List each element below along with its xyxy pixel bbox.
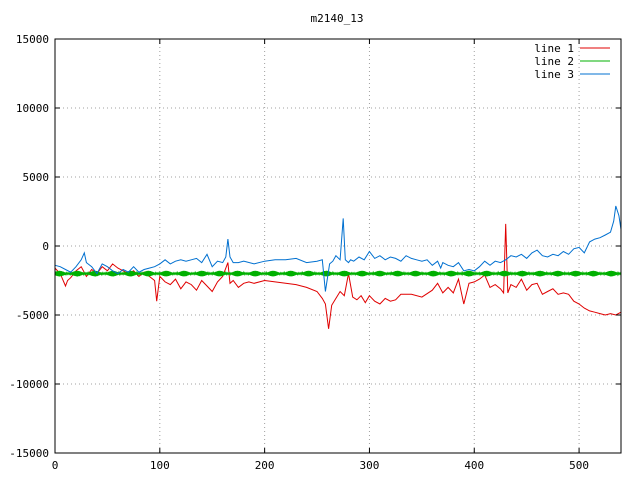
axis-ticks: 0 100 200 300 400 500 -15000 -10000 -5000 0 5000 10… xyxy=(9,33,621,472)
x-tick-label: 300 xyxy=(360,459,380,472)
y-tick-label: 15000 xyxy=(16,33,49,46)
y-tick-label: -5000 xyxy=(16,309,49,322)
legend-label: line 3 xyxy=(534,68,574,81)
x-tick-label: 400 xyxy=(464,459,484,472)
series-line-1 xyxy=(54,223,622,329)
x-tick-label: 500 xyxy=(569,459,589,472)
x-tick-label: 200 xyxy=(255,459,275,472)
legend-label: line 2 xyxy=(534,55,574,68)
y-tick-label: 0 xyxy=(42,240,49,253)
grid xyxy=(55,39,621,453)
y-tick-label: -15000 xyxy=(9,447,49,460)
y-tick-label: -10000 xyxy=(9,378,49,391)
y-tick-label: 10000 xyxy=(16,102,49,115)
y-tick-label: 5000 xyxy=(23,171,50,184)
x-tick-label: 0 xyxy=(52,459,59,472)
series-line-3 xyxy=(54,205,622,292)
series-line-2 xyxy=(54,270,622,277)
x-tick-label: 100 xyxy=(150,459,170,472)
chart-title: m2140_13 xyxy=(311,12,364,25)
series-layer xyxy=(54,205,622,329)
legend-label: line 1 xyxy=(534,42,574,55)
